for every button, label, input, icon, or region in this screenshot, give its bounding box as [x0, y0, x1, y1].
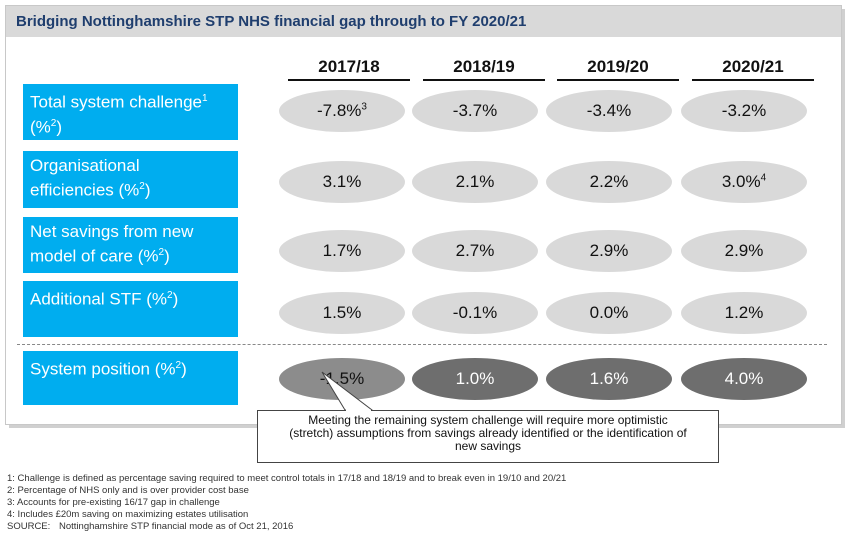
value-text: 1.6% [589, 369, 629, 388]
value-pill: -3.4% [546, 90, 672, 132]
value-pill: -7.8%3 [279, 90, 405, 132]
row-label-text: ) [172, 289, 179, 309]
column-header-2018-19: 2018/19 [423, 57, 545, 81]
footnote-marker: 2 [167, 290, 173, 301]
value-text: -3.7% [452, 101, 498, 120]
value-pill: 1.6% [546, 358, 672, 400]
value-text: 0.0% [589, 303, 629, 322]
value-pill: 1.7% [279, 230, 405, 272]
row-label-text: efficiencies (% [30, 180, 140, 200]
callout-text: new savings [454, 439, 522, 453]
row-label-net-savings: Net savings from new model of care (%2) [23, 217, 238, 273]
row-label-text: Additional STF (% [30, 289, 167, 309]
footnote-marker: 2 [50, 117, 57, 129]
row-label-text: ) [181, 359, 187, 379]
row-label-organisational-efficiencies: Organisational efficiencies (%2) [23, 151, 238, 208]
row-label-text: (% [30, 117, 51, 137]
footnote-2: 2: Percentage of NHS only and is over pr… [7, 485, 249, 496]
callout-text: Meeting the remaining system challenge w… [308, 413, 668, 427]
value-pill: -3.7% [412, 90, 538, 132]
row-label-text: Net savings from new [30, 222, 194, 241]
callout-text: (stretch) assumptions from savings alrea… [289, 426, 687, 440]
footnote-3: 3: Accounts for pre-existing 16/17 gap i… [7, 497, 220, 508]
value-text: -3.2% [721, 101, 767, 120]
value-text: 2.9% [589, 241, 629, 260]
row-label-text: model of care (% [30, 246, 159, 266]
value-text: -0.1% [452, 303, 498, 322]
value-pill: 3.0%4 [681, 161, 807, 203]
value-text: 2.1% [455, 172, 495, 191]
value-text: 1.0% [455, 369, 495, 388]
value-text: 1.2% [724, 303, 764, 322]
value-text: 4.0% [724, 369, 764, 388]
slide-frame: Bridging Nottinghamshire STP NHS financi… [5, 5, 842, 425]
row-label-text: ) [56, 117, 63, 137]
value-text: 1.5% [322, 303, 362, 322]
value-pill: 2.1% [412, 161, 538, 203]
value-pill: -1.5% [279, 358, 405, 400]
row-label-text: Organisational [30, 156, 140, 175]
footnote-marker: 2 [158, 247, 165, 258]
source-line: SOURCE: Nottinghamshire STP financial mod… [7, 521, 566, 533]
column-header-2019-20: 2019/20 [557, 57, 679, 81]
source-label: SOURCE: [7, 521, 51, 532]
value-pill: -3.2% [681, 90, 807, 132]
value-pill: 2.9% [681, 230, 807, 272]
value-pill: 2.7% [412, 230, 538, 272]
value-text: -7.8% [317, 101, 362, 120]
footnote-1: 1: Challenge is defined as percentage sa… [7, 473, 567, 484]
value-text: 2.2% [589, 172, 629, 191]
row-label-text: System position (% [30, 359, 176, 379]
value-pill: 1.2% [681, 292, 807, 334]
value-text: -1.5% [319, 369, 365, 388]
section-divider [17, 344, 827, 345]
column-header-2020-21: 2020/21 [692, 57, 814, 81]
footnote-marker: 3 [361, 101, 367, 113]
slide-title: Bridging Nottinghamshire STP NHS financi… [16, 13, 527, 30]
value-text: 1.7% [322, 241, 362, 260]
callout-box: Meeting the remaining system challenge w… [257, 410, 719, 463]
value-pill: 0.0% [546, 292, 672, 334]
value-pill: 2.9% [546, 230, 672, 272]
value-pill: -0.1% [412, 292, 538, 334]
value-pill: 1.0% [412, 358, 538, 400]
footnote-marker: 2 [175, 360, 182, 371]
row-label-system-position: System position (%2) [23, 351, 238, 405]
footnote-4: 4: Includes £20m saving on maximizing es… [7, 509, 249, 520]
footnote-marker: 1 [201, 93, 208, 104]
value-text: 3.1% [322, 172, 362, 191]
value-pill: 1.5% [279, 292, 405, 334]
footnote-marker: 4 [760, 172, 767, 184]
row-label-text: Total system challenge [30, 92, 202, 112]
value-pill: 3.1% [279, 161, 405, 203]
source-text: Nottinghamshire STP financial mode as of… [59, 521, 294, 532]
value-text: 2.9% [724, 241, 764, 260]
row-label-text: ) [164, 246, 170, 266]
footnotes: 1: Challenge is defined as percentage sa… [7, 473, 566, 533]
value-text: 3.0% [721, 172, 761, 191]
value-pill: 4.0% [681, 358, 807, 400]
frame-shadow-right [841, 9, 845, 428]
column-header-2017-18: 2017/18 [288, 57, 410, 81]
footnote-marker: 2 [139, 181, 145, 192]
value-text: -3.4% [586, 101, 632, 120]
title-bar: Bridging Nottinghamshire STP NHS financi… [6, 6, 841, 37]
value-text: 2.7% [455, 241, 495, 260]
row-label-total-system-challenge: Total system challenge1 (%2) [23, 84, 238, 140]
row-label-text: ) [144, 180, 151, 200]
value-pill: 2.2% [546, 161, 672, 203]
row-label-additional-stf: Additional STF (%2) [23, 281, 238, 337]
